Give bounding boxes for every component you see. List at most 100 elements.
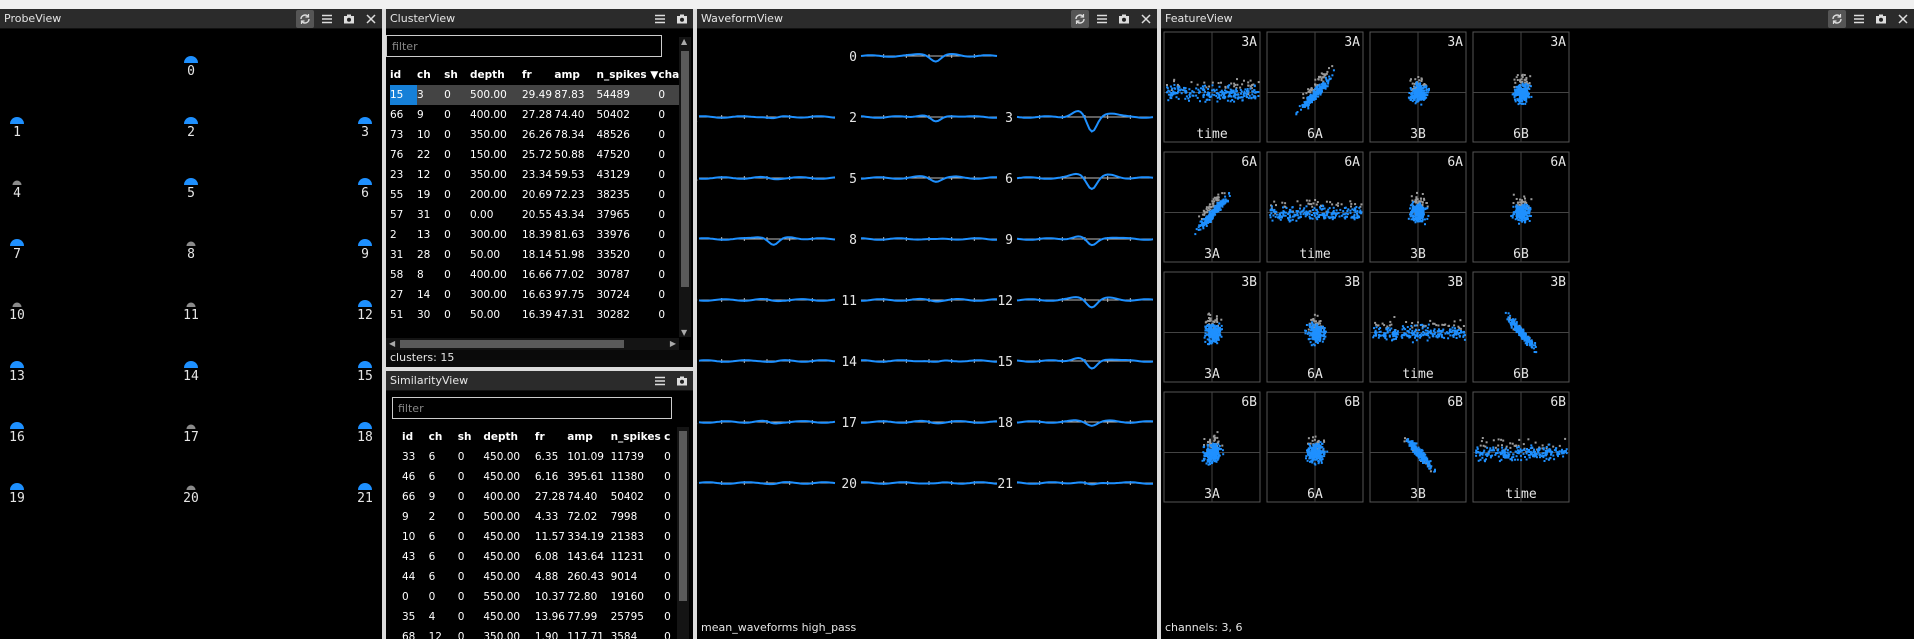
- table-row[interactable]: 23 12 0 350.00 23.34 59.53 43129 0: [390, 165, 680, 185]
- waveform-channel[interactable]: 19: [697, 477, 836, 492]
- waveform-channel[interactable]: 7: [697, 233, 836, 248]
- waveform-channel[interactable]: 21: [997, 477, 1154, 492]
- column-header[interactable]: ch: [416, 69, 431, 81]
- column-header[interactable]: ch: [428, 431, 443, 443]
- close-button[interactable]: [1137, 10, 1155, 28]
- column-header[interactable]: depth: [483, 431, 518, 443]
- probe-site[interactable]: 14: [183, 361, 199, 384]
- refresh-button[interactable]: [1828, 10, 1846, 28]
- table-row[interactable]: 66 9 0 400.00 27.28 74.40 50402 0: [402, 487, 674, 507]
- cluster-table[interactable]: id ch sh depth fr amp n_spikes ▼ cha 15 3 0 500.00…: [390, 65, 680, 325]
- column-header[interactable]: fr: [521, 69, 532, 81]
- refresh-button[interactable]: [1071, 10, 1089, 28]
- probe-site[interactable]: 11: [183, 302, 199, 324]
- feature-subplot[interactable]: 3B 6B: [1472, 271, 1570, 383]
- menu-button[interactable]: [1850, 10, 1868, 28]
- table-row[interactable]: 27 14 0 300.00 16.63 97.75 30724 0: [390, 285, 680, 305]
- probe-site[interactable]: 8: [186, 241, 196, 263]
- probe-site[interactable]: 1: [10, 117, 24, 140]
- table-row[interactable]: 73 10 0 350.00 26.26 78.34 48526 0: [390, 125, 680, 145]
- feature-canvas[interactable]: 3Atime3A6A3A3B3A6B6A3A6Atime6A3B6A6B3B3A…: [1161, 29, 1914, 621]
- close-button[interactable]: [362, 10, 380, 28]
- table-row[interactable]: 55 19 0 200.00 20.69 72.23 38235 0: [390, 185, 680, 205]
- table-row[interactable]: 31 28 0 50.00 18.14 51.98 33520 0: [390, 245, 680, 265]
- screenshot-button[interactable]: [673, 372, 691, 390]
- waveform-channel[interactable]: 15: [997, 355, 1154, 370]
- close-button[interactable]: [1894, 10, 1912, 28]
- probe-site[interactable]: 17: [183, 424, 199, 445]
- column-header[interactable]: amp: [567, 431, 593, 443]
- waveform-channel[interactable]: 16: [697, 416, 836, 431]
- table-row[interactable]: 46 6 0 450.00 6.16 395.61 11380 0: [402, 467, 674, 487]
- similarity-vertical-scrollbar[interactable]: [677, 427, 689, 639]
- scroll-up-arrow[interactable]: ▲: [681, 37, 688, 46]
- table-row[interactable]: 2 13 0 300.00 18.39 81.63 33976 0: [390, 225, 680, 245]
- feature-subplot[interactable]: 3A time: [1163, 31, 1261, 143]
- feature-subplot[interactable]: 6B time: [1472, 391, 1570, 503]
- probe-site[interactable]: 4: [12, 180, 22, 201]
- waveform-channel[interactable]: 4: [697, 172, 836, 187]
- probe-site[interactable]: 9: [358, 239, 372, 262]
- feature-subplot[interactable]: 3B time: [1369, 271, 1467, 383]
- similarity-filter-input[interactable]: [392, 397, 672, 419]
- column-header[interactable]: amp: [554, 69, 580, 81]
- column-header[interactable]: n_spikes: [610, 431, 661, 443]
- probe-site[interactable]: 3: [358, 117, 372, 140]
- table-row[interactable]: 68 12 0 350.00 1.90 117.71 3584 0: [402, 627, 674, 639]
- waveform-channel[interactable]: 3: [1005, 109, 1154, 133]
- refresh-button[interactable]: [296, 10, 314, 28]
- probe-site[interactable]: 20: [183, 485, 199, 507]
- feature-subplot[interactable]: 6A 3A: [1163, 151, 1261, 263]
- scrollbar-thumb[interactable]: [400, 340, 624, 348]
- scroll-left-arrow[interactable]: ◀: [389, 339, 396, 348]
- feature-subplot[interactable]: 3A 6B: [1472, 31, 1570, 143]
- similarity-table[interactable]: id ch sh depth fr amp n_spikes c 33 6 0 450.00 6.35…: [402, 427, 674, 639]
- menu-button[interactable]: [318, 10, 336, 28]
- cluster-filter-input[interactable]: [386, 35, 662, 57]
- table-row[interactable]: 0 0 0 550.00 10.37 72.80 19160 0: [402, 587, 674, 607]
- feature-subplot[interactable]: 6B 3B: [1369, 391, 1467, 503]
- table-row[interactable]: 9 2 0 500.00 4.33 72.02 7998 0: [402, 507, 674, 527]
- probe-site[interactable]: 2: [184, 117, 198, 140]
- table-row[interactable]: 33 6 0 450.00 6.35 101.09 11739 0: [402, 447, 674, 467]
- probe-site[interactable]: 13: [9, 361, 25, 384]
- waveform-channel[interactable]: 0: [849, 50, 998, 65]
- screenshot-button[interactable]: [673, 10, 691, 28]
- scrollbar-thumb[interactable]: [681, 51, 689, 287]
- column-header[interactable]: sh: [457, 431, 472, 443]
- waveform-channel[interactable]: 1: [697, 111, 836, 126]
- table-row[interactable]: 15 3 0 500.00 29.49 87.83 54489 0: [390, 85, 680, 105]
- menu-button[interactable]: [1093, 10, 1111, 28]
- feature-subplot[interactable]: 6B 3A: [1163, 391, 1261, 503]
- menu-button[interactable]: [651, 10, 669, 28]
- waveform-channel[interactable]: 8: [849, 233, 997, 248]
- table-row[interactable]: 43 6 0 450.00 6.08 143.64 11231 0: [402, 547, 674, 567]
- waveform-channel[interactable]: 18: [997, 416, 1154, 431]
- probe-site[interactable]: 18: [357, 422, 373, 445]
- table-row[interactable]: 35 4 0 450.00 13.96 77.99 25795 0: [402, 607, 674, 627]
- probe-site[interactable]: 0: [184, 56, 198, 79]
- probe-site[interactable]: 15: [357, 361, 373, 384]
- waveform-channel[interactable]: 17: [841, 416, 998, 431]
- waveform-channel[interactable]: 2: [849, 111, 998, 126]
- table-row[interactable]: 66 9 0 400.00 27.28 74.40 50402 0: [390, 105, 680, 125]
- waveform-channel[interactable]: 6: [1005, 172, 1154, 191]
- probe-site[interactable]: 6: [358, 178, 372, 201]
- probe-site[interactable]: 10: [9, 302, 25, 323]
- waveform-channel[interactable]: 20: [841, 477, 998, 492]
- probe-site[interactable]: 19: [9, 483, 25, 506]
- cluster-horizontal-scrollbar[interactable]: ◀ ▶: [386, 338, 679, 350]
- scroll-down-arrow[interactable]: ▼: [681, 328, 688, 337]
- table-row[interactable]: 51 30 0 50.00 16.39 47.31 30282 0: [390, 305, 680, 325]
- probe-site[interactable]: 7: [10, 239, 24, 262]
- waveform-channel[interactable]: 5: [849, 172, 997, 187]
- waveform-channel[interactable]: 10: [697, 294, 836, 309]
- cluster-vertical-scrollbar[interactable]: ▲ ▼: [679, 37, 691, 337]
- waveform-channel[interactable]: 11: [841, 294, 997, 309]
- table-row[interactable]: 10 6 0 450.00 11.57 334.19 21383 0: [402, 527, 674, 547]
- screenshot-button[interactable]: [340, 10, 358, 28]
- scrollbar-thumb[interactable]: [679, 431, 687, 601]
- feature-subplot[interactable]: 6A time: [1266, 151, 1364, 263]
